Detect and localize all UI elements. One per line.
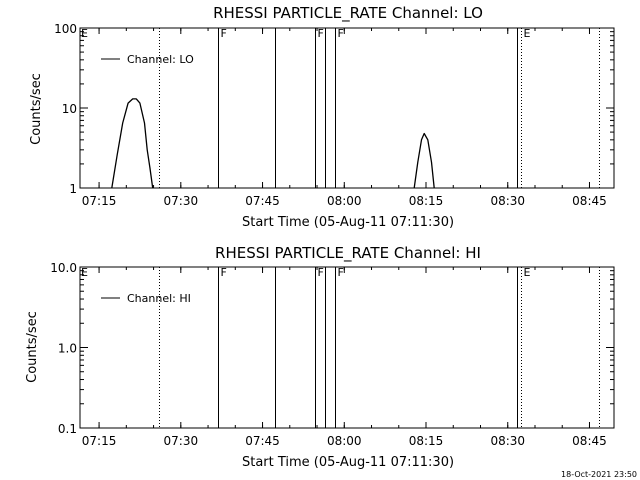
panel-hi-x-tick-label: 08:45 <box>572 434 607 448</box>
panel-lo-xlabel: Start Time (05-Aug-11 07:11:30) <box>242 215 454 230</box>
panel-lo-marker-flag: F <box>338 27 344 40</box>
panel-lo-x-tick-label: 08:45 <box>572 194 607 208</box>
panel-lo-y-tick-label: 1 <box>69 182 77 196</box>
panel-hi-x-tick-label: 07:15 <box>82 434 117 448</box>
panel-lo-x-tick-label: 07:30 <box>164 194 199 208</box>
panel-lo-x-tick-label: 07:15 <box>82 194 117 208</box>
panel-hi-dynamic-layer: F F F E 07:15 07:30 07:45 08:00 08:15 08:30 08:45 0… <box>50 261 615 448</box>
panel-lo-ylabel: Counts/sec <box>29 73 44 145</box>
panel-lo-x-tick-label: 08:30 <box>490 194 525 208</box>
panel-lo-x-tick-label: 08:00 <box>327 194 362 208</box>
panel-lo-dynamic-layer: F F F E 07:15 07:30 07:45 08:00 08:15 08:30 08:45 1… <box>54 22 615 208</box>
panel-hi-xlabel: Start Time (05-Aug-11 07:11:30) <box>242 455 454 470</box>
panel-hi-marker-flag: E <box>524 266 531 279</box>
panel-hi-marker-flag: F <box>318 266 324 279</box>
panel-hi-y-tick-label: 1.0 <box>58 342 77 356</box>
panel-hi-x-tick-label: 07:30 <box>164 434 199 448</box>
panel-hi-edge-flag: E <box>81 266 88 279</box>
panel-lo-legend-label: Channel: LO <box>127 53 194 66</box>
panel-lo-x-tick-label: 07:45 <box>245 194 280 208</box>
panel-hi-x-tick-label: 08:30 <box>490 434 525 448</box>
panel-hi-marker-flag: F <box>338 266 344 279</box>
panel-lo-marker-flag: E <box>524 27 531 40</box>
panel-lo-title: RHESSI PARTICLE_RATE Channel: LO <box>213 4 483 23</box>
panel-lo-y-tick-label: 10 <box>62 102 77 116</box>
panel-hi: RHESSI PARTICLE_RATE Channel: HI Start T… <box>25 244 615 470</box>
panel-hi-title: RHESSI PARTICLE_RATE Channel: HI <box>215 244 481 263</box>
panel-hi-x-tick-label: 07:45 <box>245 434 280 448</box>
panel-hi-marker-flag: F <box>221 266 227 279</box>
panel-hi-x-tick-label: 08:15 <box>409 434 444 448</box>
panel-hi-y-tick-label: 10.0 <box>50 261 77 275</box>
panel-lo-marker-flag: F <box>221 27 227 40</box>
panel-lo-edge-flag: E <box>81 27 88 40</box>
footer-timestamp: 18-Oct-2021 23:50 <box>561 470 637 479</box>
panel-lo-y-tick-label: 100 <box>54 22 77 36</box>
panel-lo-x-tick-label: 08:15 <box>409 194 444 208</box>
panel-hi-y-tick-label: 0.1 <box>58 422 77 436</box>
panel-hi-x-tick-label: 08:00 <box>327 434 362 448</box>
panel-lo-series-line <box>111 98 154 189</box>
panel-hi-ylabel: Counts/sec <box>25 311 40 383</box>
panel-lo: RHESSI PARTICLE_RATE Channel: LO Start T… <box>29 4 615 230</box>
panel-lo-marker-flag: F <box>318 27 324 40</box>
panel-hi-legend-label: Channel: HI <box>127 292 191 305</box>
panel-lo-series-line <box>413 132 435 189</box>
